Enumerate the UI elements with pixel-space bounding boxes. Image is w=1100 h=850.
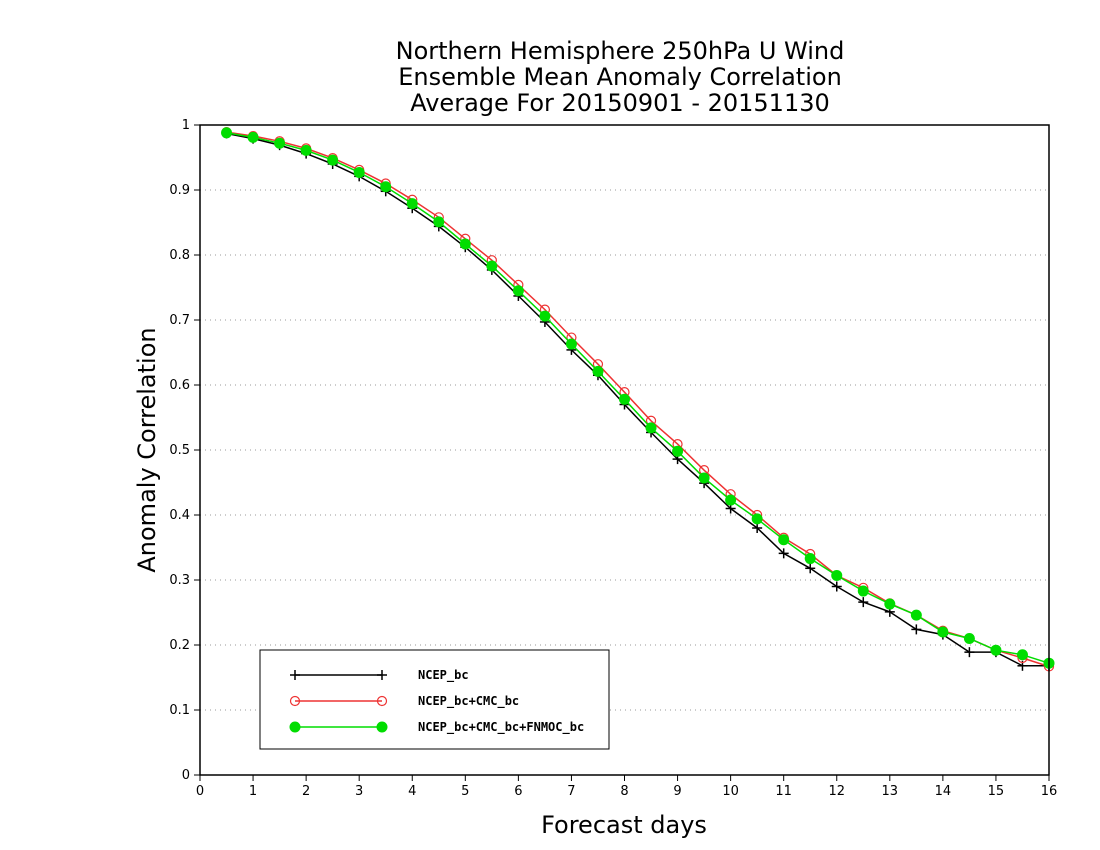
data-point-filled-circle <box>274 137 286 149</box>
y-tick-label: 1 <box>182 118 190 133</box>
data-point-plus <box>290 670 300 680</box>
data-point-filled-circle <box>221 127 233 139</box>
data-point-filled-circle <box>963 633 975 644</box>
series-1 <box>221 128 1054 671</box>
series-layer <box>221 127 1055 672</box>
data-point-filled-circle <box>937 626 949 638</box>
x-tick-label: 7 <box>567 784 575 799</box>
data-point-plus <box>778 548 789 559</box>
data-point-plus <box>377 670 387 680</box>
data-point-filled-circle <box>645 422 657 434</box>
data-point-filled-circle <box>433 216 445 228</box>
y-axis-title: Anomaly Correlation <box>133 327 161 572</box>
x-tick-label: 10 <box>722 784 739 799</box>
legend-label: NCEP_bc+CMC_bc <box>418 694 519 709</box>
data-point-filled-circle <box>539 310 551 322</box>
data-point-filled-circle <box>486 260 498 272</box>
data-point-filled-circle <box>698 472 710 484</box>
x-tick-label: 14 <box>935 784 952 799</box>
x-tick-label: 6 <box>514 784 522 799</box>
x-tick-label: 5 <box>461 784 469 799</box>
y-tick-label: 0.8 <box>169 248 190 263</box>
x-tick-label: 2 <box>302 784 310 799</box>
plot-frame <box>199 124 1050 776</box>
y-tick-label: 0.3 <box>169 573 190 588</box>
axis-ticks: 00.10.20.30.40.50.60.70.80.910 1 2 3 4 5 6 7 8 9 1… <box>169 118 1057 799</box>
y-tick-label: 0.9 <box>169 183 190 198</box>
data-point-filled-circle <box>289 721 301 733</box>
data-point-filled-circle <box>831 569 843 581</box>
data-point-filled-circle <box>990 644 1002 656</box>
x-tick-label: 1 <box>249 784 257 799</box>
y-tick-label: 0.1 <box>169 703 190 718</box>
data-point-filled-circle <box>406 198 418 210</box>
series-line <box>226 131 1050 668</box>
chart-title-line-3: Average For 20150901 - 20151130 <box>410 89 830 117</box>
x-tick-label: 9 <box>673 784 681 799</box>
y-tick-label: 0.5 <box>169 443 190 458</box>
legend-entry-1: NCEP_bc <box>290 668 469 683</box>
data-point-filled-circle <box>353 166 365 178</box>
y-tick-label: 0 <box>182 768 190 783</box>
data-point-filled-circle <box>565 338 577 350</box>
data-point-filled-circle <box>884 598 896 610</box>
x-tick-label: 4 <box>408 784 416 799</box>
gridlines <box>200 189 1049 711</box>
legend: NCEP_bc NCEP_bc+CMC_bc NCEP_bc+CMC_bc+FNMO… <box>259 649 610 750</box>
legend-box <box>259 649 610 750</box>
y-tick-label: 0.6 <box>169 378 190 393</box>
series-2 <box>221 127 1055 672</box>
data-point-filled-circle <box>672 445 684 457</box>
x-axis-title: Forecast days <box>541 811 707 839</box>
y-tick-label: 0.7 <box>169 313 190 328</box>
x-tick-label: 13 <box>882 784 899 799</box>
data-point-plus <box>858 597 869 608</box>
data-point-filled-circle <box>619 393 630 405</box>
data-point-filled-circle <box>1016 649 1028 661</box>
x-tick-label: 8 <box>620 784 628 799</box>
x-tick-label: 11 <box>775 784 792 799</box>
x-tick-label: 16 <box>1041 784 1058 799</box>
chart-title-line-1: Northern Hemisphere 250hPa U Wind <box>395 37 845 65</box>
data-point-filled-circle <box>751 513 763 525</box>
legend-label: NCEP_bc+CMC_bc+FNMOC_bc <box>418 720 584 735</box>
data-point-filled-circle <box>300 144 312 156</box>
x-tick-label: 3 <box>355 784 363 799</box>
data-point-filled-circle <box>778 534 790 546</box>
data-point-open-circle <box>289 695 301 707</box>
legend-entry-2: NCEP_bc+CMC_bc <box>289 694 519 709</box>
data-point-filled-circle <box>380 181 392 193</box>
data-point-plus <box>805 563 816 574</box>
series-3 <box>221 127 1055 669</box>
data-point-open-circle <box>376 695 388 707</box>
data-point-plus <box>911 624 922 635</box>
data-point-plus <box>831 581 842 592</box>
data-point-filled-circle <box>327 154 339 166</box>
series-line <box>226 132 1049 667</box>
data-point-filled-circle <box>725 494 737 506</box>
series-line <box>226 132 1050 664</box>
x-tick-label: 12 <box>828 784 845 799</box>
data-point-filled-circle <box>804 553 816 565</box>
y-tick-label: 0.2 <box>169 638 190 653</box>
legend-label: NCEP_bc <box>418 668 469 683</box>
legend-entry-3: NCEP_bc+CMC_bc+FNMOC_bc <box>289 720 584 735</box>
data-point-plus <box>964 647 975 658</box>
data-point-filled-circle <box>910 609 922 621</box>
data-point-plus <box>752 523 763 533</box>
data-point-filled-circle <box>512 285 524 297</box>
x-tick-label: 15 <box>988 784 1005 799</box>
chart-title-line-2: Ensemble Mean Anomaly Correlation <box>398 63 842 91</box>
data-point-filled-circle <box>376 721 388 733</box>
data-point-filled-circle <box>857 585 869 597</box>
x-tick-label: 0 <box>196 784 204 799</box>
data-point-filled-circle <box>459 238 471 250</box>
y-tick-label: 0.4 <box>169 508 190 523</box>
data-point-filled-circle <box>592 365 604 377</box>
data-point-filled-circle <box>247 131 259 143</box>
